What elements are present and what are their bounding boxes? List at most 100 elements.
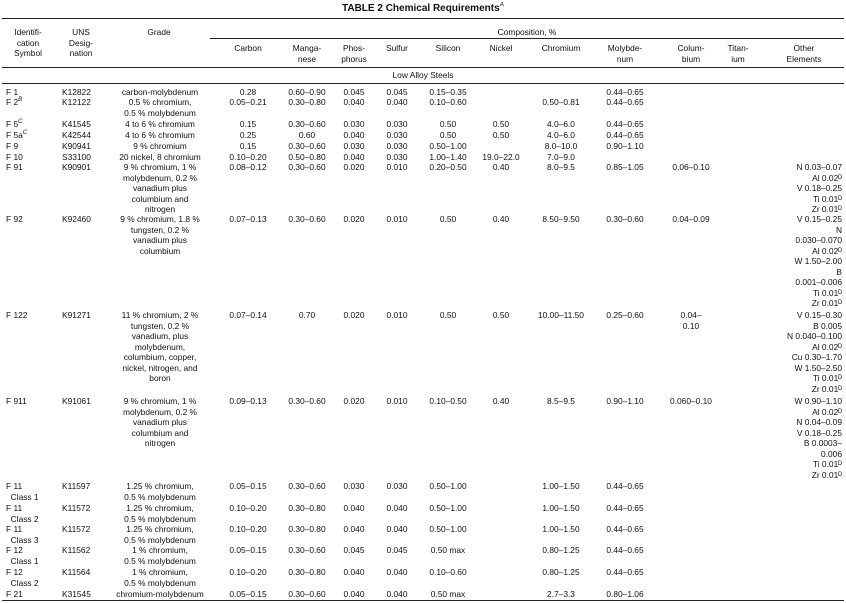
- cell-id: F 122: [6, 310, 28, 320]
- cell-id: F 92: [6, 214, 23, 224]
- cell-other-elements: W 0.90–1.10 Al 0.02ᴰ N 0.04–0.09 V 0.18–…: [794, 396, 843, 480]
- cell-id: F 5aC: [6, 130, 28, 140]
- header-columbium: Colum- bium: [677, 43, 705, 64]
- cell-silicon: 0.50–1.00: [429, 481, 467, 491]
- cell-id: F 21: [6, 589, 23, 599]
- cell-carbon: 0.05–0.15: [229, 589, 267, 599]
- cell-nickel: 0.50: [492, 130, 510, 140]
- header-uns-designation: UNS Desig- nation: [68, 27, 94, 58]
- header-bottom-rule: [2, 67, 844, 68]
- cell-carbon: 0.10–0.20: [229, 152, 267, 162]
- cell-nickel: 0.40: [492, 396, 510, 406]
- cell-molybdenum: 0.90–1.10: [606, 141, 644, 151]
- cell-manganese: 0.30–0.80: [288, 567, 326, 577]
- cell-uns: K11597: [62, 481, 91, 491]
- cell-silicon: 0.10–0.60: [429, 567, 467, 577]
- cell-nickel: 19.0–22.0: [482, 152, 520, 162]
- cell-grade: 1 % chromium, 0.5 % molybdenum: [124, 545, 196, 566]
- header-silicon: Silicon: [435, 43, 461, 53]
- cell-phosphorus: 0.040: [343, 589, 365, 599]
- cell-manganese: 0.30–0.60: [288, 481, 326, 491]
- cell-sulfur: 0.010: [386, 310, 408, 320]
- cell-grade: 11 % chromium, 2 % tungsten, 0.2 % vanad…: [121, 310, 199, 383]
- cell-id: F 2B: [6, 97, 23, 107]
- cell-grade: 20 nickel, 8 chromium: [119, 152, 201, 162]
- cell-silicon: 0.50 max: [430, 589, 466, 599]
- cell-carbon: 0.15: [239, 141, 257, 151]
- cell-manganese: 0.50–0.80: [288, 152, 326, 162]
- cell-phosphorus: 0.030: [343, 141, 365, 151]
- cell-other-elements: N 0.03–0.07 Al 0.02ᴰ V 0.18–0.25 Ti 0.01…: [796, 162, 842, 214]
- header-titanium: Titan- ium: [727, 43, 749, 64]
- cell-chromium: 8.50–9.50: [542, 214, 580, 224]
- cell-silicon: 0.50: [439, 310, 457, 320]
- header-carbon: Carbon: [234, 43, 262, 53]
- bottom-rule: [2, 600, 844, 601]
- header-nickel: Nickel: [489, 43, 513, 53]
- cell-silicon: 0.50 max: [430, 545, 466, 555]
- cell-silicon: 0.50: [439, 130, 457, 140]
- cell-manganese: 0.30–0.60: [288, 162, 326, 172]
- cell-manganese: 0.30–0.80: [288, 97, 326, 107]
- section-label: Low Alloy Steels: [392, 70, 454, 80]
- footnote-marker: C: [22, 130, 28, 137]
- cell-molybdenum: 0.85–1.05: [606, 162, 644, 172]
- cell-manganese: 0.30–0.60: [288, 589, 326, 599]
- cell-sulfur: 0.030: [386, 130, 408, 140]
- cell-silicon: 0.50: [439, 214, 457, 224]
- cell-uns: K12822: [62, 87, 91, 97]
- cell-id: F 1: [6, 87, 19, 97]
- cell-chromium: 8.5–9.5: [547, 396, 575, 406]
- table-title-footnote: A: [499, 1, 504, 9]
- cell-id: F 10: [6, 152, 23, 162]
- cell-uns: K92460: [62, 214, 91, 224]
- header-molybdenum: Molybde- num: [607, 43, 643, 64]
- cell-phosphorus: 0.040: [343, 503, 365, 513]
- cell-phosphorus: 0.045: [343, 87, 365, 97]
- cell-grade: 0.5 % chromium, 0.5 % molybdenum: [124, 97, 196, 118]
- table-title: TABLE 2 Chemical RequirementsA: [0, 1, 846, 14]
- cell-chromium: 1.00–1.50: [542, 481, 580, 491]
- cell-columbium: 0.06–0.10: [672, 162, 710, 172]
- header-identification-symbol: Identifi- cation Symbol: [14, 27, 42, 58]
- cell-phosphorus: 0.030: [343, 481, 365, 491]
- header-chromium: Chromium: [541, 43, 581, 53]
- cell-phosphorus: 0.040: [343, 524, 365, 534]
- cell-carbon: 0.25: [239, 130, 257, 140]
- cell-chromium: 0.50–0.81: [542, 97, 580, 107]
- cell-grade: chromium-molybdenum: [116, 589, 204, 599]
- cell-molybdenum: 0.90–1.10: [606, 396, 644, 406]
- cell-id: F 12 Class 2: [6, 567, 39, 588]
- cell-manganese: 0.30–0.60: [288, 214, 326, 224]
- header-grade: Grade: [147, 27, 171, 37]
- cell-uns: K41545: [62, 119, 91, 129]
- cell-uns: K11562: [62, 545, 91, 555]
- cell-manganese: 0.30–0.60: [288, 119, 326, 129]
- cell-sulfur: 0.040: [386, 524, 408, 534]
- cell-molybdenum: 0.44–0.65: [606, 97, 644, 107]
- cell-chromium: 0.80–1.25: [542, 545, 580, 555]
- cell-molybdenum: 0.80–1.06: [606, 589, 644, 599]
- cell-grade: 9 % chromium, 1.8 % tungsten, 0.2 % vana…: [120, 214, 200, 256]
- cell-id: F 91: [6, 162, 23, 172]
- cell-chromium: 8.0–10.0: [544, 141, 578, 151]
- cell-manganese: 0.60–0.90: [288, 87, 326, 97]
- cell-sulfur: 0.010: [386, 396, 408, 406]
- cell-carbon: 0.10–0.20: [229, 524, 267, 534]
- cell-chromium: 4.0–6.0: [547, 119, 575, 129]
- cell-silicon: 0.50–1.00: [429, 141, 467, 151]
- cell-molybdenum: 0.44–0.65: [606, 545, 644, 555]
- cell-molybdenum: 0.44–0.65: [606, 130, 644, 140]
- cell-id: F 12 Class 1: [6, 545, 39, 566]
- cell-phosphorus: 0.045: [343, 545, 365, 555]
- cell-chromium: 1.00–1.50: [542, 524, 580, 534]
- composition-rule: [210, 38, 844, 39]
- cell-phosphorus: 0.020: [343, 396, 365, 406]
- cell-chromium: 2.7–3.3: [547, 589, 575, 599]
- cell-carbon: 0.28: [239, 87, 257, 97]
- cell-carbon: 0.15: [239, 119, 257, 129]
- cell-nickel: 0.40: [492, 162, 510, 172]
- cell-molybdenum: 0.25–0.60: [606, 310, 644, 320]
- cell-phosphorus: 0.020: [343, 162, 365, 172]
